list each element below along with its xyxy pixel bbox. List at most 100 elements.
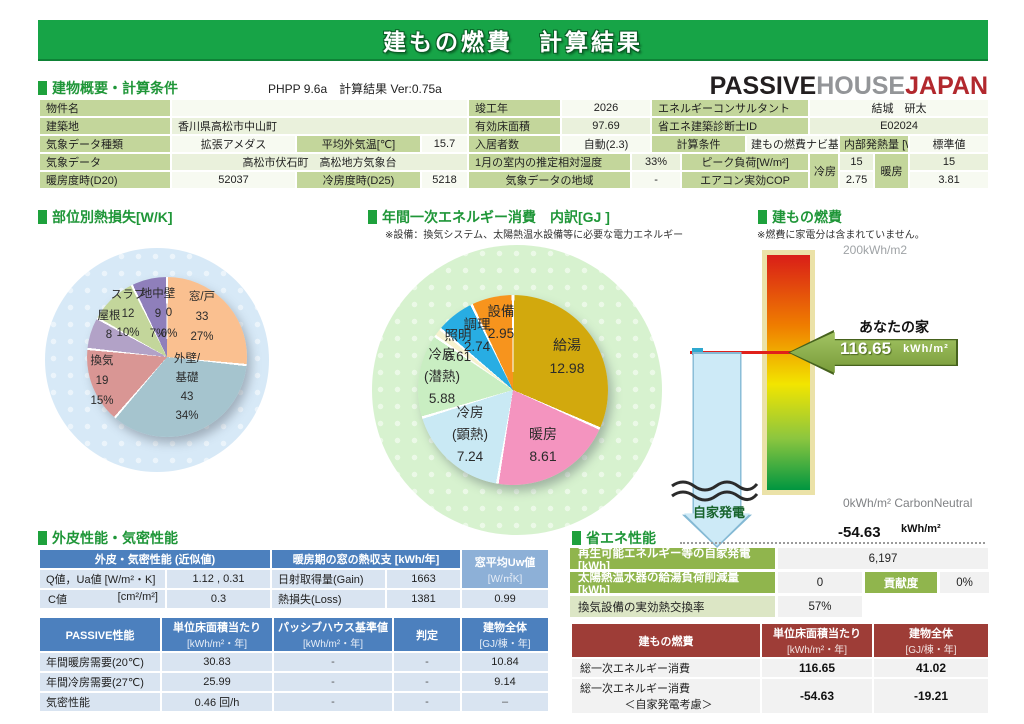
contribution-label: 貢献度 xyxy=(865,572,937,593)
pie-label-lighting: 照明 0.61 xyxy=(444,328,472,364)
section-marker-icon xyxy=(38,81,47,95)
cell-cooling-demand-per-area: 25.99 xyxy=(160,671,274,693)
cell-heating-demand-per-area: 30.83 xyxy=(160,651,274,673)
pie-label-hot-water: 給湯 12.98 xyxy=(549,337,585,376)
cell-humidity-label: 1月の室内の推定相対湿度 xyxy=(467,152,633,172)
cell-internal-gain-label: 内部発熱量 [W/m²] xyxy=(838,134,911,154)
your-home-unit: kWh/m² xyxy=(903,343,949,355)
hx-label: 換気設備の実効熱交換率 xyxy=(570,596,775,617)
fuel-gauge-note: ※燃費に家電分は含まれていません。 xyxy=(757,230,925,241)
section-marker-icon xyxy=(572,531,581,545)
envelope-heading: 外皮性能・気密性能 xyxy=(38,528,178,548)
cell-primary-energy-net-label: 総一次エネルギー消費 ＜自家発電考慮＞ xyxy=(570,677,762,715)
pie-label-heating: 暖房 8.61 xyxy=(529,426,557,464)
cell-airtight-std: - xyxy=(272,691,394,713)
fuel-header-per-area: 単位床面積当たり [kWh/m²・年] xyxy=(760,622,874,659)
pie-label-cooling-sensible: 冷房 (顕熱) 7.24 xyxy=(452,405,488,464)
title-banner: 建もの燃費 計算結果 xyxy=(38,20,988,61)
cell-gain-value: 1663 xyxy=(385,568,463,590)
renewable-value: 6,197 xyxy=(778,548,988,569)
cell-primary-energy-net-per-area: -54.63 xyxy=(760,677,874,715)
pie-label-ground-floor: 0 0% xyxy=(160,307,178,340)
fuel-gauge-bar xyxy=(762,250,815,495)
cell-weather-value: 高松市伏石町 高松地方気象台 xyxy=(169,152,470,172)
hx-value: 57% xyxy=(778,596,862,617)
table-row: 総一次エネルギー消費 116.65 41.02 xyxy=(570,657,990,679)
passive-house-japan-logo: PASSIVEHOUSEJAPAN xyxy=(709,72,988,100)
cell-heating-demand-total: 10.84 xyxy=(460,651,550,673)
cell-calc-value: 建もの燃費ナビ基準 xyxy=(745,134,841,154)
cell-cooling-demand-label: 年間冷房需要(27℃) xyxy=(38,671,162,693)
passive-header-total: 建物全体 [GJ/棟・年] xyxy=(460,616,550,653)
selfgen-label: 自家発電 xyxy=(692,505,745,520)
renewable-label: 再生可能エネルギー等の自家発電[kWh] xyxy=(570,548,775,573)
cell-heating-demand-judge: - xyxy=(392,651,462,673)
cell-avg-temp-value: 15.7 xyxy=(419,134,470,154)
cell-cop-label: エアコン実効COP xyxy=(680,170,811,190)
table-row: Q値，Ua値 [W/m²・K] 1.12 , 0.31 日射取得量(Gain) … xyxy=(38,568,549,590)
envelope-table: 外皮・気密性能 (近似値) 暖房期の窓の熱収支 [kWh/年] 窓平均Uw値 [… xyxy=(37,548,551,610)
cell-site-label: 建築地 xyxy=(38,116,172,136)
pie-label-ground-wall: 地中壁 9 7% xyxy=(140,288,176,340)
pie-label-slab: スラブ 12 10% xyxy=(110,289,146,339)
cell-area-value: 97.69 xyxy=(560,116,653,136)
passive-performance-table: PASSIVE性能 単位床面積当たり [kWh/m²・年] パッシブハウス基準値… xyxy=(38,616,550,713)
cell-peak-heat-value: 15 xyxy=(908,152,991,172)
table-row: 気象データ種類 拡張アメダス 平均外気温[℃] 15.7 入居者数 自動(2.3… xyxy=(38,134,991,154)
cell-hdh-value: 52037 xyxy=(170,170,297,190)
cell-primary-energy-total: 41.02 xyxy=(872,657,990,679)
selfgen-top-marker xyxy=(692,348,703,355)
passive-header-standard: パッシブハウス基準値 [kWh/m²・年] xyxy=(272,616,394,653)
heat-loss-pie-chart xyxy=(87,277,247,437)
passive-header-per-area: 単位床面積当たり [kWh/m²・年] xyxy=(160,616,274,653)
page-title: 建もの燃費 計算結果 xyxy=(383,28,643,55)
envelope-header-uw: 窓平均Uw値 [W/㎡K] xyxy=(460,548,551,590)
cell-primary-energy-net-total: -19.21 xyxy=(872,677,990,715)
cell-cooling-demand-std: - xyxy=(272,671,394,693)
cell-cdh-value: 5218 xyxy=(419,170,470,190)
cell-peak-label: ピーク負荷[W/m²] xyxy=(680,152,811,172)
table-row: 気密性能 0.46 回/h - - – xyxy=(38,691,550,713)
cell-peak-cool-value: 15 xyxy=(838,152,876,172)
section-marker-icon xyxy=(368,210,377,224)
cell-hdh-label: 暖房度時(D20) xyxy=(38,170,172,190)
cell-weather-label: 気象データ xyxy=(38,152,172,172)
fuel-header-name: 建もの燃費 xyxy=(570,622,762,659)
net-unit: kWh/m² xyxy=(901,523,941,535)
your-home-value: 116.65 xyxy=(840,339,892,358)
net-value: -54.63 xyxy=(838,524,881,541)
table-row: 年間暖房需要(20℃) 30.83 - - 10.84 xyxy=(38,651,550,673)
net-dotted-line xyxy=(680,542,985,544)
section-marker-icon xyxy=(38,531,47,545)
cell-cooling-label: 冷房 xyxy=(808,152,841,190)
cell-weather-type-value: 拡張アメダス xyxy=(170,134,297,154)
section-marker-icon xyxy=(758,210,767,224)
cell-avg-temp-label: 平均外気温[℃] xyxy=(295,134,422,154)
saving-row-renewable: 再生可能エネルギー等の自家発電[kWh] 6,197 xyxy=(570,548,991,573)
cell-airtight-judge: - xyxy=(392,691,462,713)
pie-label-roof: 屋根 8 xyxy=(97,310,121,341)
your-home-arrow: 116.65 kWh/m² xyxy=(788,330,958,375)
table-row: 暖房度時(D20) 52037 冷房度時(D25) 5218 気象データの地域 … xyxy=(38,170,991,190)
solar-label: 太陽熱温水器の給湯負荷削減量 [kWh] xyxy=(570,572,775,597)
cell-airtight-total: – xyxy=(460,691,550,713)
pie-label-ventilation: 換気 19 15% xyxy=(90,355,114,407)
cell-heating-label: 暖房 xyxy=(873,152,911,190)
cell-property-label: 物件名 xyxy=(38,98,172,118)
solar-value: 0 xyxy=(778,572,862,593)
cell-calc-label: 計算条件 xyxy=(650,134,748,154)
gauge-scale-min: 0kWh/m² CarbonNeutral xyxy=(843,496,973,510)
pie-label-walls: 外壁/ 基礎 43 34% xyxy=(173,353,201,422)
cell-occupants-value: 自動(2.3) xyxy=(560,134,653,154)
cell-weather-type-label: 気象データ種類 xyxy=(38,134,172,154)
fuel-consumption-table: 建もの燃費 単位床面積当たり [kWh/m²・年] 建物全体 [GJ/棟・年] … xyxy=(570,622,990,715)
pie-label-cooking: 調理 2.74 xyxy=(463,317,491,354)
energy-pie-chart xyxy=(418,295,608,485)
overview-heading: 建物概要・計算条件 xyxy=(38,78,178,98)
cell-q-label: Q値，Ua値 [W/m²・K] xyxy=(38,568,167,590)
cell-consultant-value: 結城 研太 xyxy=(808,98,991,118)
cell-primary-energy-label: 総一次エネルギー消費 xyxy=(570,657,762,679)
passive-header-judge: 判定 xyxy=(392,616,462,653)
cell-property-value xyxy=(169,98,470,118)
